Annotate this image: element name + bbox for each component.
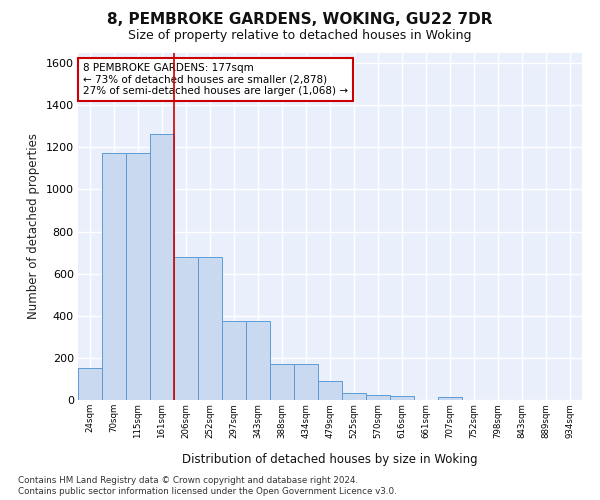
Bar — [294, 364, 318, 400]
Text: 8 PEMBROKE GARDENS: 177sqm
← 73% of detached houses are smaller (2,878)
27% of s: 8 PEMBROKE GARDENS: 177sqm ← 73% of deta… — [83, 63, 348, 96]
Bar — [438, 397, 462, 400]
Y-axis label: Number of detached properties: Number of detached properties — [27, 133, 40, 320]
Text: Contains public sector information licensed under the Open Government Licence v3: Contains public sector information licen… — [18, 488, 397, 496]
Bar — [102, 152, 126, 400]
Bar — [222, 321, 246, 400]
Text: 8, PEMBROKE GARDENS, WOKING, GU22 7DR: 8, PEMBROKE GARDENS, WOKING, GU22 7DR — [107, 12, 493, 28]
Bar — [126, 152, 150, 400]
Bar — [246, 321, 270, 400]
Bar — [174, 257, 198, 400]
Bar — [78, 368, 102, 400]
Bar — [270, 364, 294, 400]
Bar — [198, 257, 222, 400]
Bar — [318, 381, 342, 400]
Bar — [366, 394, 390, 400]
Text: Contains HM Land Registry data © Crown copyright and database right 2024.: Contains HM Land Registry data © Crown c… — [18, 476, 358, 485]
Bar — [390, 396, 414, 400]
Text: Size of property relative to detached houses in Woking: Size of property relative to detached ho… — [128, 29, 472, 42]
Bar — [342, 392, 366, 400]
Bar — [150, 134, 174, 400]
Text: Distribution of detached houses by size in Woking: Distribution of detached houses by size … — [182, 452, 478, 466]
